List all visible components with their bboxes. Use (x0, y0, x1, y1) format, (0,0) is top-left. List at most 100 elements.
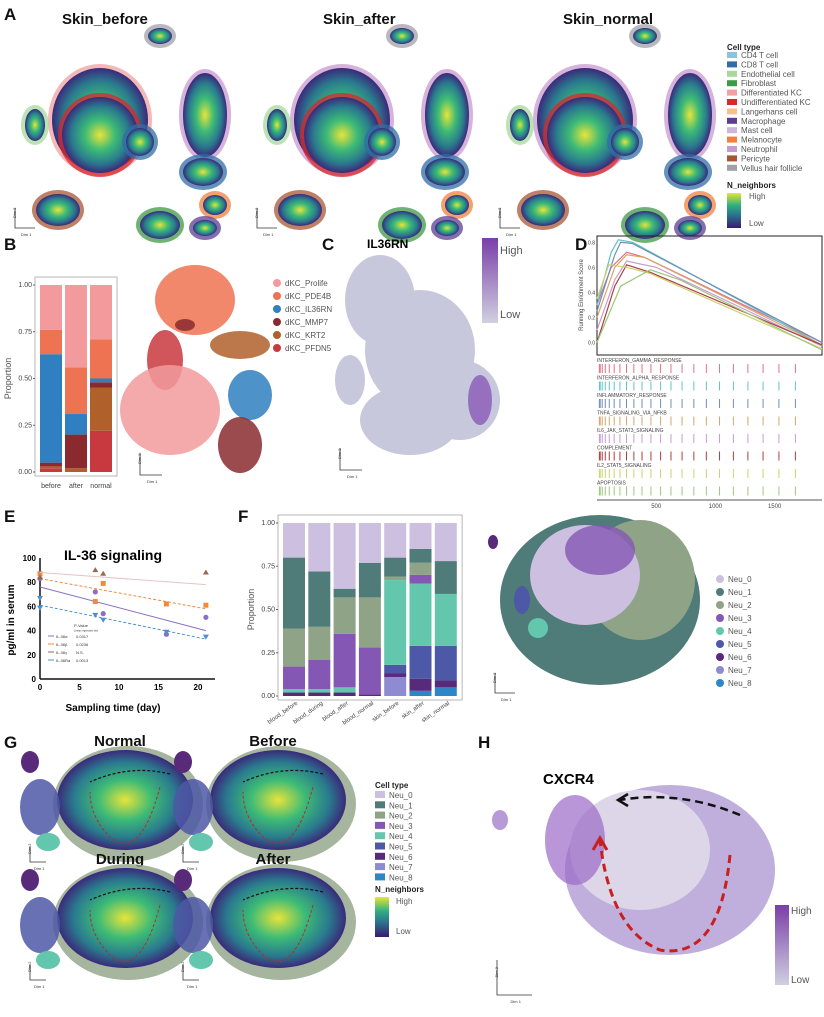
trajectory-arrow-red (598, 839, 732, 953)
low-label: Low (500, 309, 520, 321)
bar-segment-Neu_5 (384, 664, 407, 674)
legend-pvalue: N.S. (76, 650, 84, 655)
legend-item: Neu_7 (389, 863, 413, 872)
dim-axes (494, 673, 515, 694)
dim-axes (182, 846, 199, 863)
legend-b: dKC_Prolife dKC_PDE4B dKC_IL36RN dKC_MMP7 dK… (273, 279, 332, 353)
bar-segment-Neu_8 (409, 690, 432, 696)
legend-item: Neu_2 (728, 601, 752, 610)
density-blob (625, 211, 665, 239)
bar-segment-dKC_MMP7 (65, 434, 87, 469)
dim1-label: Dim 1 (34, 866, 45, 871)
legend-swatch (375, 852, 385, 860)
gene-set-label: TNFA_SIGNALING_VIA_NFKB (597, 411, 667, 417)
cell-cluster (360, 385, 460, 455)
legend-item: Neu_3 (728, 614, 752, 623)
panel-c-title: IL36RN (367, 237, 408, 251)
dim2-label: Dim 2 (337, 448, 342, 459)
density-blob (547, 97, 623, 173)
legend-item: Neu_7 (728, 666, 752, 675)
density-blob (668, 158, 708, 186)
legend-item: Neutrophil (741, 145, 778, 154)
cell-cluster (514, 586, 530, 614)
y-tick-label: 80 (27, 578, 36, 587)
bar-segment-dKC_PDE4B (90, 339, 112, 379)
dim1-label: Dim 1 (21, 232, 32, 237)
cell-cluster (528, 618, 548, 638)
cluster-outline (21, 869, 39, 891)
y-tick-label: 0.75 (18, 329, 32, 336)
density-blob (148, 28, 172, 44)
regression-line (39, 604, 207, 640)
density-blob (57, 750, 193, 850)
gene-set-label: IL2_STAT5_SIGNALING (597, 463, 652, 469)
bar-segment-Neu_0 (333, 523, 356, 589)
legend-title: Cell type (727, 43, 761, 52)
density-blob (445, 195, 469, 215)
bar-segment-Neu_4 (333, 687, 356, 693)
bar-segment-dKC_PDE4B (65, 367, 87, 415)
density-blob (278, 194, 322, 226)
panel-label-e: E (4, 507, 15, 526)
bar-segment-dKC_IL36RN (65, 414, 87, 435)
density-blob (140, 211, 180, 239)
density-blob (611, 128, 639, 156)
density-blob (183, 73, 227, 157)
legend-swatch (727, 117, 737, 124)
plot-frame (277, 514, 463, 701)
legend-pvalue: 0.0317 (76, 634, 89, 639)
cluster-outline (20, 779, 60, 835)
dim-axes (256, 208, 277, 229)
legend-swatch (375, 873, 385, 881)
y-tick-label: 0.00 (261, 693, 275, 700)
dim1-label: Dim 1 (347, 474, 358, 479)
legend-dot (273, 279, 281, 287)
legend-swatch (727, 61, 737, 68)
panel-label-g: G (4, 733, 17, 752)
density-blob (36, 194, 80, 226)
cell-cluster (565, 525, 635, 575)
legend-swatch (727, 70, 737, 77)
trajectory-arrow-red (89, 904, 161, 962)
y-tick-label: 0.2 (588, 315, 595, 321)
x-tick-label: 20 (194, 683, 203, 692)
dim-axes (29, 846, 46, 863)
legend-item: Endothelial cell (741, 70, 795, 79)
dim-axes (14, 208, 35, 229)
cluster-outline (20, 897, 60, 953)
legend-item: dKC_KRT2 (285, 331, 326, 340)
es-line (596, 260, 823, 347)
bar-segment-dKC_PFDN5 (90, 430, 112, 472)
cluster-outline (173, 779, 213, 835)
cluster-outline (189, 951, 213, 969)
legend-item: Neu_4 (728, 627, 752, 636)
legend-item: Undifferentiated KC (741, 98, 811, 107)
legend-item: Langerhans cell (741, 107, 798, 116)
expression-colorbar (482, 238, 498, 323)
subpanel-title: After (255, 851, 290, 868)
bar-segment-Neu_4 (308, 689, 331, 693)
y-axis-label: Running Enrichment Score (579, 258, 585, 330)
trajectory-arrow-red (242, 786, 314, 844)
data-point (203, 602, 209, 608)
regression-line (39, 586, 207, 632)
dim2-label: Dim 2 (180, 961, 185, 972)
gene-set-label: INTERFERON_ALPHA_RESPONSE (597, 376, 680, 382)
data-point (92, 589, 98, 595)
y-tick-label: 1.00 (261, 520, 275, 527)
legend-dot (716, 614, 724, 622)
density-blob (425, 73, 469, 157)
bar-segment-Neu_6 (283, 692, 305, 696)
x-tick-label: 15 (154, 683, 163, 692)
es-line (596, 264, 823, 346)
umap-panel-a: Dim 1 Dim 2 Dim 1 Dim 2 Dim 1 Dim 2 (12, 24, 716, 243)
cell-cluster (228, 370, 272, 420)
dim2-label: Dim 2 (27, 961, 32, 972)
legend-title: Cell type (375, 781, 409, 790)
chart-f: 0.000.250.500.751.00Proportionblood_befo… (246, 514, 463, 726)
high-label: High (749, 192, 765, 201)
low-label: Low (791, 975, 810, 986)
umap-skin_normal: Dim 1 Dim 2 (497, 24, 716, 243)
density-blob (435, 220, 459, 236)
bar-segment-dKC_Prolife (40, 285, 62, 330)
